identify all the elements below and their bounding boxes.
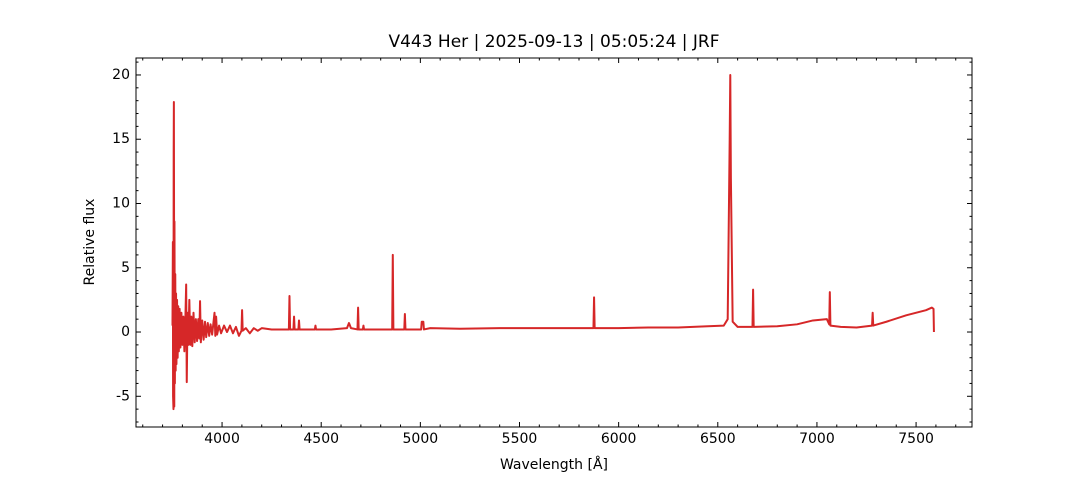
x-tick-label: 7500	[898, 431, 934, 447]
x-tick-label: 7000	[799, 431, 835, 447]
x-axis-label: Wavelength [Å]	[500, 456, 608, 473]
y-tick-label: 15	[112, 131, 130, 147]
spectrum-line	[171, 73, 935, 411]
y-tick-label: 0	[121, 324, 130, 340]
x-tick-label: 5000	[403, 431, 439, 447]
plot-frame	[135, 57, 973, 428]
y-axis-label: Relative flux	[82, 199, 98, 286]
y-tick-label: 5	[121, 260, 130, 276]
x-tick-label: 6000	[601, 431, 637, 447]
y-tick-label: 20	[112, 67, 130, 83]
x-tick-label: 4000	[204, 431, 240, 447]
x-tick-label: 5500	[502, 431, 538, 447]
x-tick-label: 4500	[303, 431, 339, 447]
y-tick-label: -5	[116, 388, 130, 404]
x-tick-label: 6500	[700, 431, 736, 447]
y-tick-label: 10	[112, 195, 130, 211]
chart-title: V443 Her | 2025-09-13 | 05:05:24 | JRF	[388, 32, 719, 52]
